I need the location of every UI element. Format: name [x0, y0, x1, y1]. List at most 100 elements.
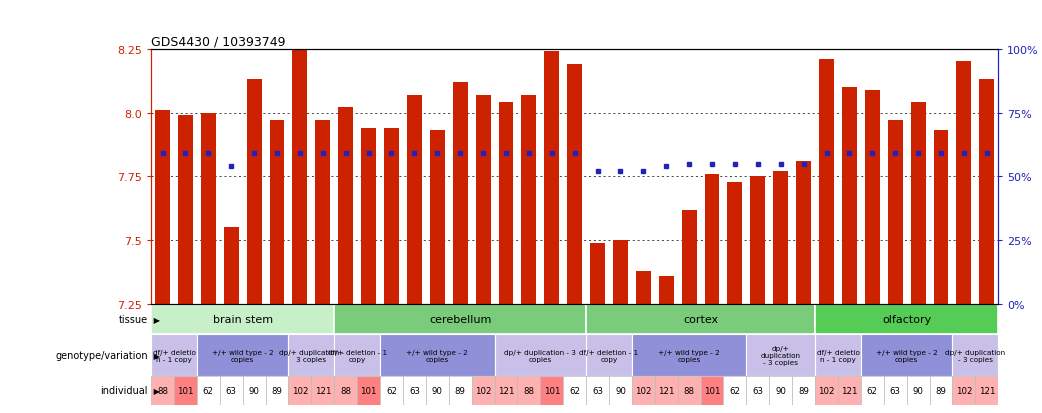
- Text: 102: 102: [818, 386, 835, 395]
- Bar: [289, 335, 334, 376]
- Bar: [934, 131, 948, 304]
- Bar: [201, 113, 216, 304]
- Bar: [636, 271, 651, 304]
- Text: 62: 62: [867, 386, 877, 395]
- Bar: [907, 376, 929, 405]
- Text: 89: 89: [798, 386, 809, 395]
- Text: brain stem: brain stem: [213, 315, 273, 325]
- Bar: [815, 335, 861, 376]
- Text: +/+ wild type - 2
copies: +/+ wild type - 2 copies: [212, 349, 274, 362]
- Text: 90: 90: [431, 386, 443, 395]
- Text: 102: 102: [636, 386, 651, 395]
- Bar: [316, 121, 330, 304]
- Bar: [362, 128, 376, 304]
- Text: 90: 90: [249, 386, 259, 395]
- Bar: [452, 83, 468, 304]
- Bar: [975, 376, 998, 405]
- Bar: [339, 108, 353, 304]
- Bar: [631, 335, 746, 376]
- Text: 63: 63: [408, 386, 420, 395]
- Bar: [586, 304, 815, 335]
- Text: 88: 88: [340, 386, 351, 395]
- Bar: [472, 376, 495, 405]
- Bar: [746, 335, 815, 376]
- Text: 121: 121: [498, 386, 514, 395]
- Bar: [380, 335, 495, 376]
- Bar: [293, 50, 307, 304]
- Text: 90: 90: [775, 386, 786, 395]
- Bar: [518, 376, 541, 405]
- Text: +/+ wild type - 2
copies: +/+ wild type - 2 copies: [659, 349, 720, 362]
- Text: 102: 102: [292, 386, 308, 395]
- Text: GDS4430 / 10393749: GDS4430 / 10393749: [151, 36, 286, 48]
- Text: 88: 88: [684, 386, 695, 395]
- Bar: [677, 376, 700, 405]
- Text: ■: ■: [151, 412, 165, 413]
- Text: 63: 63: [890, 386, 900, 395]
- Text: +/+ wild type - 2
copies: +/+ wild type - 2 copies: [875, 349, 938, 362]
- Bar: [796, 161, 811, 304]
- Bar: [929, 376, 952, 405]
- Bar: [334, 304, 586, 335]
- Bar: [842, 88, 857, 304]
- Bar: [266, 376, 289, 405]
- Bar: [247, 80, 262, 304]
- Bar: [312, 376, 334, 405]
- Bar: [654, 376, 677, 405]
- Text: 63: 63: [592, 386, 603, 395]
- Bar: [197, 376, 220, 405]
- Bar: [224, 228, 239, 304]
- Bar: [792, 376, 815, 405]
- Bar: [700, 376, 723, 405]
- Bar: [979, 80, 994, 304]
- Text: 101: 101: [544, 386, 560, 395]
- Text: dp/+ duplication - 3
copies: dp/+ duplication - 3 copies: [504, 349, 576, 362]
- Bar: [544, 52, 560, 304]
- Text: 101: 101: [361, 386, 377, 395]
- Bar: [815, 376, 838, 405]
- Bar: [541, 376, 564, 405]
- Text: 101: 101: [703, 386, 720, 395]
- Bar: [586, 335, 631, 376]
- Bar: [773, 172, 788, 304]
- Bar: [243, 376, 266, 405]
- Bar: [334, 376, 357, 405]
- Text: transformed count: transformed count: [172, 412, 263, 413]
- Text: dp/+ duplication -
3 copies: dp/+ duplication - 3 copies: [279, 349, 344, 362]
- Bar: [197, 335, 289, 376]
- Text: 102: 102: [956, 386, 972, 395]
- Text: df/+ deletion - 1
copy: df/+ deletion - 1 copy: [327, 349, 387, 362]
- Bar: [475, 95, 491, 304]
- Bar: [957, 62, 971, 304]
- Text: 63: 63: [752, 386, 764, 395]
- Text: genotype/variation: genotype/variation: [55, 350, 148, 361]
- Bar: [151, 335, 197, 376]
- Text: 62: 62: [729, 386, 741, 395]
- Text: 62: 62: [569, 386, 580, 395]
- Bar: [723, 376, 746, 405]
- Bar: [888, 121, 902, 304]
- Text: ▶: ▶: [151, 351, 160, 360]
- Bar: [289, 376, 312, 405]
- Bar: [750, 177, 765, 304]
- Text: 88: 88: [523, 386, 535, 395]
- Bar: [178, 116, 193, 304]
- Bar: [681, 210, 697, 304]
- Text: cerebellum: cerebellum: [429, 315, 492, 325]
- Bar: [861, 376, 884, 405]
- Bar: [586, 376, 609, 405]
- Bar: [884, 376, 907, 405]
- Bar: [911, 103, 925, 304]
- Text: 90: 90: [913, 386, 923, 395]
- Bar: [704, 174, 719, 304]
- Text: 121: 121: [978, 386, 995, 395]
- Bar: [426, 376, 449, 405]
- Text: df/+ deletion - 1
copy: df/+ deletion - 1 copy: [579, 349, 639, 362]
- Bar: [727, 182, 742, 304]
- Text: 102: 102: [475, 386, 492, 395]
- Bar: [613, 241, 628, 304]
- Bar: [449, 376, 472, 405]
- Bar: [815, 304, 998, 335]
- Bar: [631, 376, 654, 405]
- Bar: [151, 376, 174, 405]
